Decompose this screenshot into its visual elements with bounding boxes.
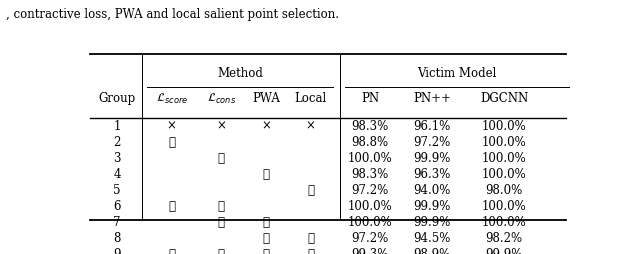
Text: ✓: ✓	[218, 152, 225, 165]
Text: ✓: ✓	[218, 200, 225, 213]
Text: , contractive loss, PWA and local salient point selection.: , contractive loss, PWA and local salien…	[6, 8, 339, 21]
Text: 99.3%: 99.3%	[351, 248, 389, 254]
Text: 99.9%: 99.9%	[413, 200, 451, 213]
Text: 100.0%: 100.0%	[482, 168, 527, 181]
Text: ✓: ✓	[218, 216, 225, 229]
Text: ✓: ✓	[307, 248, 314, 254]
Text: 97.2%: 97.2%	[351, 232, 388, 245]
Text: ✓: ✓	[168, 200, 175, 213]
Text: 2: 2	[113, 136, 121, 149]
Text: ✓: ✓	[262, 248, 269, 254]
Text: ×: ×	[261, 120, 271, 133]
Text: PN++: PN++	[413, 92, 451, 105]
Text: 100.0%: 100.0%	[348, 200, 392, 213]
Text: 96.3%: 96.3%	[413, 168, 451, 181]
Text: 94.0%: 94.0%	[413, 184, 451, 197]
Text: 98.3%: 98.3%	[351, 168, 388, 181]
Text: 96.1%: 96.1%	[413, 120, 451, 133]
Text: Local: Local	[294, 92, 327, 105]
Text: 99.9%: 99.9%	[485, 248, 523, 254]
Text: ✓: ✓	[262, 216, 269, 229]
Text: ×: ×	[167, 120, 177, 133]
Text: 4: 4	[113, 168, 121, 181]
Text: 100.0%: 100.0%	[482, 152, 527, 165]
Text: 98.9%: 98.9%	[413, 248, 451, 254]
Text: PN: PN	[361, 92, 380, 105]
Text: 100.0%: 100.0%	[482, 136, 527, 149]
Text: 100.0%: 100.0%	[348, 216, 392, 229]
Text: 99.9%: 99.9%	[413, 216, 451, 229]
Text: DGCNN: DGCNN	[480, 92, 528, 105]
Text: 7: 7	[113, 216, 121, 229]
Text: Method: Method	[217, 67, 263, 80]
Text: 1: 1	[113, 120, 121, 133]
Text: 100.0%: 100.0%	[482, 200, 527, 213]
Text: 5: 5	[113, 184, 121, 197]
Text: ✓: ✓	[262, 232, 269, 245]
Text: Group: Group	[99, 92, 136, 105]
Text: 100.0%: 100.0%	[482, 216, 527, 229]
Text: 9: 9	[113, 248, 121, 254]
Text: Victim Model: Victim Model	[417, 67, 497, 80]
Text: ×: ×	[216, 120, 227, 133]
Text: ✓: ✓	[307, 184, 314, 197]
Text: 98.3%: 98.3%	[351, 120, 388, 133]
Text: 100.0%: 100.0%	[482, 120, 527, 133]
Text: 98.8%: 98.8%	[351, 136, 388, 149]
Text: 99.9%: 99.9%	[413, 152, 451, 165]
Text: ×: ×	[306, 120, 316, 133]
Text: 3: 3	[113, 152, 121, 165]
Text: 6: 6	[113, 200, 121, 213]
Text: PWA: PWA	[252, 92, 280, 105]
Text: ✓: ✓	[262, 168, 269, 181]
Text: 100.0%: 100.0%	[348, 152, 392, 165]
Text: ✓: ✓	[307, 232, 314, 245]
Text: ✓: ✓	[218, 248, 225, 254]
Text: ✓: ✓	[168, 248, 175, 254]
Text: 97.2%: 97.2%	[351, 184, 388, 197]
Text: 94.5%: 94.5%	[413, 232, 451, 245]
Text: ✓: ✓	[168, 136, 175, 149]
Text: $\mathcal{L}_{score}$: $\mathcal{L}_{score}$	[156, 92, 188, 106]
Text: 97.2%: 97.2%	[413, 136, 451, 149]
Text: 98.0%: 98.0%	[486, 184, 523, 197]
Text: 98.2%: 98.2%	[486, 232, 523, 245]
Text: 8: 8	[113, 232, 121, 245]
Text: $\mathcal{L}_{cons}$: $\mathcal{L}_{cons}$	[207, 92, 236, 106]
